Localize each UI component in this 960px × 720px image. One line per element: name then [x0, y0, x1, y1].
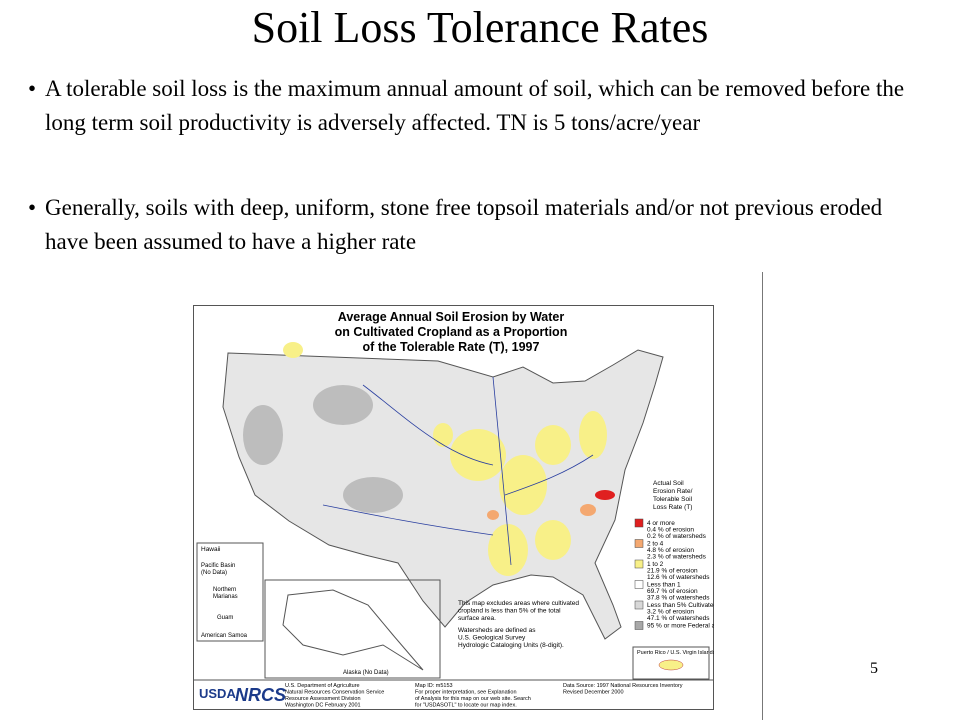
- map-label: 47.1 % of watersheds: [647, 615, 710, 622]
- map-label: Northern: [213, 587, 236, 593]
- map-label: surface area.: [458, 615, 496, 622]
- legend-swatch: [634, 539, 644, 548]
- alaska-inset: [264, 579, 441, 679]
- map-label: 4.8 % of erosion: [647, 547, 694, 554]
- map-label: 21.9 % of erosion: [647, 568, 698, 575]
- hawaii-inset: [196, 542, 264, 642]
- legend-swatch: [634, 580, 644, 589]
- map-label: cropland is less than 5% of the total: [458, 608, 561, 615]
- map-label: Pacific Basin: [201, 563, 235, 569]
- map-label: (No Data): [201, 570, 227, 576]
- puerto-rico: [658, 659, 684, 671]
- map-label: 95 % or more Federal area: [647, 623, 714, 630]
- bullet-text: Generally, soils with deep, uniform, sto…: [45, 195, 883, 254]
- map-label: Data Source: 1997 National Resources Inv…: [563, 683, 683, 689]
- map-label: Less than 1: [647, 582, 681, 589]
- map-label: 3.2 % of erosion: [647, 609, 694, 616]
- map-label: For proper interpretation, see Explanati…: [415, 690, 517, 696]
- legend-swatch: [634, 518, 644, 528]
- map-label: 0.2 % of watersheds: [647, 533, 707, 540]
- bullet-text: A tolerable soil loss is the maximum ann…: [45, 76, 905, 135]
- map-label: NRCS: [235, 685, 286, 705]
- map-label: 12.6 % of watersheds: [647, 574, 710, 581]
- legend-swatch: [634, 559, 644, 569]
- map-label: Actual Soil: [653, 480, 684, 487]
- map-label: Guam: [217, 615, 233, 621]
- map-label: of the Tolerable Rate (T), 1997: [363, 340, 540, 354]
- map-label: American Samoa: [201, 633, 248, 639]
- map-label: Alaska (No Data): [343, 670, 389, 676]
- map-label: Loss Rate (T): [653, 504, 692, 511]
- map-label: of Analysis for this map on our web site…: [415, 696, 531, 702]
- map-label: Watersheds are defined as: [458, 627, 536, 634]
- map-label: on Cultivated Cropland as a Proportion: [335, 325, 568, 339]
- slide-title: Soil Loss Tolerance Rates: [251, 3, 709, 52]
- map-label: 2 to 4: [647, 541, 664, 548]
- map-label: 1 to 2: [647, 561, 664, 568]
- page-number: 5: [870, 660, 878, 677]
- map-label: 69.7 % of erosion: [647, 588, 698, 595]
- map-label: Average Annual Soil Erosion by Water: [338, 310, 565, 324]
- map-label: 2.3 % of watersheds: [647, 554, 707, 561]
- map-label: U.S. Department of Agriculture: [285, 683, 360, 689]
- map-label: Washington DC February 2001: [285, 703, 361, 709]
- map-label: Marianas: [213, 594, 238, 600]
- divider: [762, 272, 763, 720]
- map-label: Tolerable Soil: [653, 496, 693, 503]
- map-label: Natural Resources Conservation Service: [285, 690, 384, 696]
- map-label: Puerto Rico / U.S. Virgin Islands: [637, 650, 714, 656]
- map-label: 37.8 % of watersheds: [647, 595, 710, 602]
- map-label: Hawaii: [201, 546, 221, 553]
- rivers: [322, 376, 594, 566]
- map-label: USDA: [199, 686, 236, 701]
- bullet-dot: •: [28, 76, 37, 101]
- legend-swatch: [634, 621, 644, 630]
- erosion-patches: [243, 342, 615, 576]
- map-label: Revised December 2000: [563, 690, 624, 696]
- map-label: Hydrologic Cataloging Units (8-digit).: [458, 642, 564, 649]
- alaska: [282, 589, 424, 671]
- map-label: Resource Assessment Division: [285, 696, 361, 702]
- map-label: 0.4 % of erosion: [647, 527, 694, 534]
- legend-swatch: [634, 600, 644, 610]
- map-label: for "USDASOTL" to locate our map index.: [415, 703, 517, 709]
- bullet-dot: •: [28, 195, 37, 220]
- map-label: Less than 5% Cultivated Cropland: [647, 602, 714, 609]
- map-label: This map excludes areas where cultivated: [458, 600, 579, 607]
- map-label: Erosion Rate/: [653, 488, 693, 495]
- map-label: U.S. Geological Survey: [458, 635, 526, 642]
- pr-inset: [632, 646, 710, 680]
- map-label: Map ID: m5153: [415, 683, 453, 689]
- map-label: 4 or more: [647, 520, 675, 527]
